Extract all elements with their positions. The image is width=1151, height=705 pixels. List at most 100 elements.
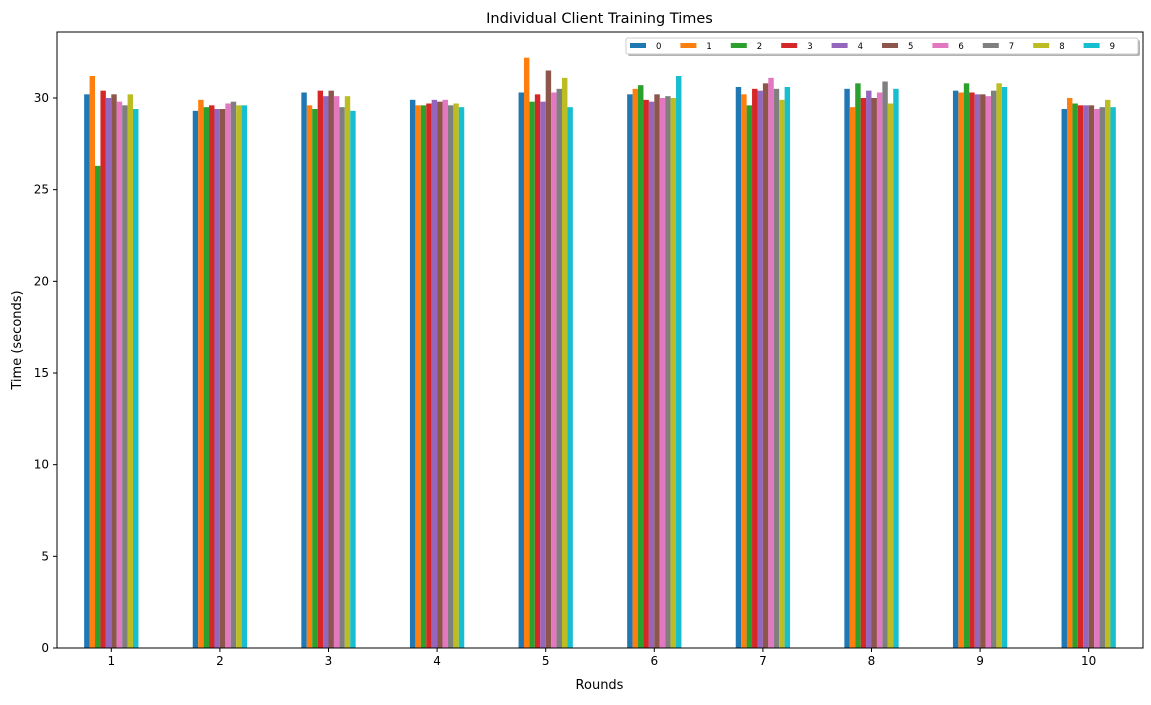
bar-series-8-round-6 [670, 98, 677, 648]
legend-swatch-3 [781, 43, 798, 48]
chart-title: Individual Client Training Times [486, 11, 713, 27]
series-7 [122, 81, 1105, 649]
bar-series-1-round-6 [632, 88, 639, 648]
bar-series-5-round-3 [328, 90, 334, 649]
bar-series-9-round-2 [241, 105, 248, 648]
legend-label: 6 [958, 42, 963, 52]
legend-label: 7 [1009, 42, 1014, 52]
bar-series-3-round-7 [752, 88, 758, 648]
bar-series-5-round-2 [219, 109, 226, 648]
bar-series-9-round-10 [1110, 107, 1116, 649]
bar-series-1-round-2 [198, 99, 204, 648]
series-3 [100, 88, 1084, 649]
bar-series-8-round-3 [344, 96, 351, 649]
legend-label: 9 [1110, 42, 1115, 52]
bar-series-9-round-1 [133, 109, 139, 648]
bar-series-8-round-8 [887, 103, 894, 648]
legend-label: 0 [656, 42, 661, 52]
bar-series-3-round-10 [1077, 105, 1084, 648]
bar-series-4-round-2 [214, 109, 220, 648]
x-tick-label: 6 [650, 654, 658, 668]
bar-series-0-round-10 [1061, 109, 1067, 648]
bar-series-7-round-2 [230, 101, 237, 649]
bar-series-4-round-6 [648, 101, 655, 649]
x-axis-label: Rounds [576, 678, 624, 693]
bar-series-8-round-1 [127, 94, 134, 648]
series-1 [89, 57, 1073, 649]
series-2 [95, 83, 1078, 649]
bar-series-9-round-3 [350, 110, 356, 648]
bar-series-8-round-10 [1104, 99, 1111, 648]
x-tick-label: 5 [542, 654, 550, 668]
bar-series-5-round-7 [762, 83, 769, 648]
bar-series-3-round-6 [643, 99, 649, 648]
bar-series-1-round-10 [1066, 98, 1073, 648]
y-tick-label: 0 [41, 641, 49, 655]
series-8 [127, 77, 1111, 649]
series-0 [84, 87, 1067, 649]
bar-series-8-round-9 [996, 83, 1002, 648]
bar-series-6-round-4 [442, 99, 448, 648]
bar-series-7-round-10 [1099, 107, 1105, 649]
bar-series-3-round-8 [860, 98, 867, 648]
bar-series-9-round-4 [458, 107, 465, 649]
bar-series-5-round-10 [1088, 105, 1095, 648]
bar-series-0-round-4 [409, 99, 416, 648]
bar-series-4-round-1 [105, 98, 112, 648]
y-tick-label: 30 [34, 91, 49, 105]
bar-series-3-round-5 [534, 94, 541, 648]
bar-series-2-round-2 [203, 107, 210, 649]
bar-series-4-round-7 [757, 90, 763, 649]
bar-series-4-round-10 [1083, 105, 1089, 648]
bar-series-1-round-7 [741, 94, 747, 648]
bar-series-1-round-8 [849, 107, 856, 649]
bar-series-0-round-6 [627, 94, 633, 648]
bar-series-6-round-1 [116, 101, 123, 649]
bar-series-2-round-4 [420, 105, 427, 648]
bar-series-3-round-9 [969, 92, 975, 648]
bar-series-5-round-1 [111, 94, 117, 648]
bar-series-7-round-5 [556, 88, 562, 648]
series-5 [111, 70, 1095, 649]
bar-series-1-round-9 [958, 92, 964, 648]
bar-series-1-round-3 [306, 105, 313, 648]
bar-series-2-round-3 [312, 109, 318, 648]
bar-series-9-round-8 [893, 88, 899, 648]
legend-label: 5 [908, 42, 913, 52]
plot-frame [56, 31, 1144, 649]
legend-swatch-4 [831, 43, 848, 48]
bar-series-8-round-7 [779, 99, 785, 648]
bar-series-3-round-3 [317, 90, 324, 649]
x-tick-label: 10 [1081, 654, 1096, 668]
bar-series-6-round-7 [768, 77, 774, 648]
bar-series-6-round-9 [985, 96, 991, 649]
bar-series-8-round-4 [453, 103, 459, 648]
y-tick-label: 20 [34, 274, 49, 288]
bar-series-2-round-8 [855, 83, 861, 648]
bar-series-5-round-5 [545, 70, 552, 648]
bar-series-2-round-6 [638, 85, 644, 649]
legend-swatch-1 [680, 43, 697, 48]
bar-series-0-round-3 [301, 92, 307, 648]
bars-layer [84, 57, 1116, 649]
bar-series-1-round-4 [415, 105, 421, 648]
y-tick-label: 5 [41, 549, 49, 563]
legend: 0 1 2 3 4 5 6 7 8 9 [625, 37, 1140, 56]
legend-swatch-9 [1083, 43, 1100, 48]
y-tick-label: 10 [34, 458, 49, 472]
legend-label: 2 [757, 42, 762, 52]
legend-label: 3 [807, 42, 812, 52]
bar-series-9-round-9 [1001, 87, 1008, 648]
series-6 [116, 77, 1100, 649]
bar-series-3-round-4 [426, 103, 432, 648]
x-tick-label: 2 [216, 654, 224, 668]
x-tick-label: 4 [433, 654, 441, 668]
legend-swatch-5 [882, 43, 898, 48]
bar-series-9-round-6 [676, 76, 682, 648]
x-tick-label: 9 [976, 654, 984, 668]
bar-series-6-round-2 [225, 103, 231, 648]
bar-series-9-round-5 [567, 107, 573, 649]
bar-series-4-round-3 [323, 96, 329, 649]
